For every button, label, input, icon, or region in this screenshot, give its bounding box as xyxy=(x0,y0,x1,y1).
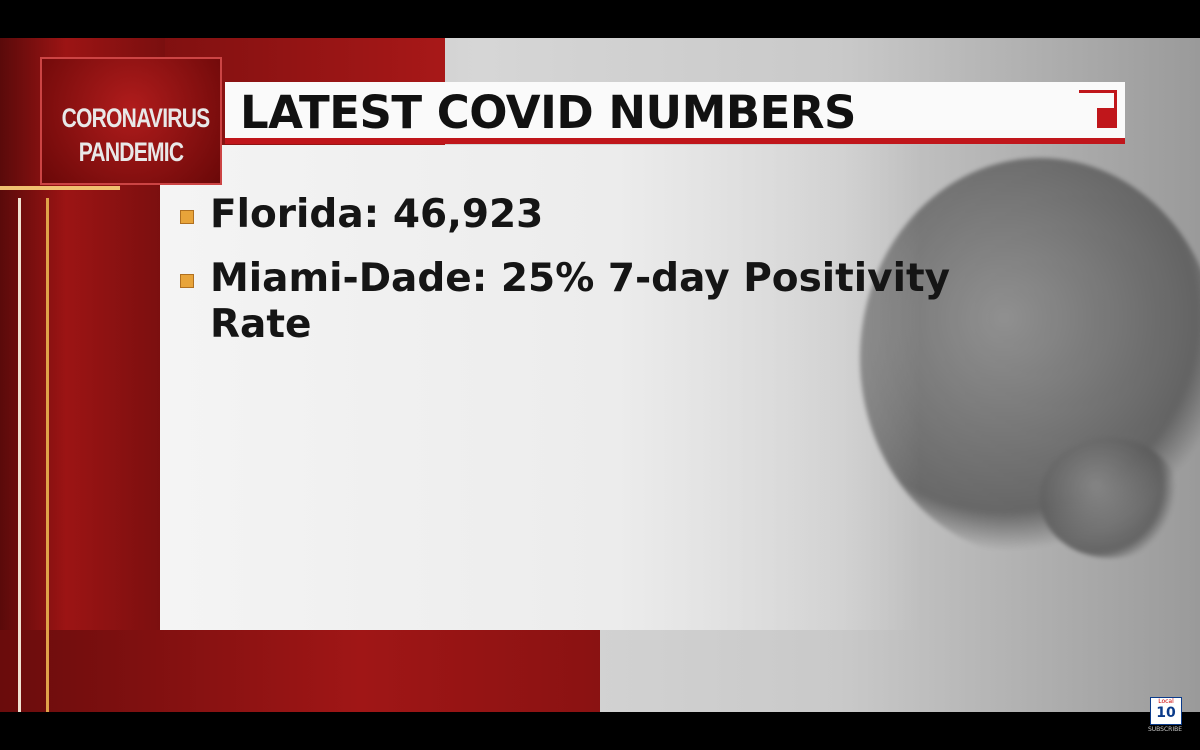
broadcast-graphic: CORONAVIRUS PANDEMIC LATEST COVID NUMBER… xyxy=(0,38,1200,712)
corner-decoration xyxy=(1097,108,1117,128)
logo-number: 10 xyxy=(1156,705,1176,721)
title: LATEST COVID NUMBERS xyxy=(240,86,856,139)
stripe xyxy=(46,198,49,712)
pandemic-badge: CORONAVIRUS PANDEMIC xyxy=(40,57,222,185)
badge-text: PANDEMIC xyxy=(78,137,184,167)
bullet-text: Miami-Dade: 25% 7-day Positivity Rate xyxy=(210,256,951,347)
red-band xyxy=(0,630,600,712)
content-panel xyxy=(160,145,920,630)
channel-logo[interactable]: Local 10 xyxy=(1150,697,1182,725)
bullet-text: Florida: 46,923 xyxy=(210,192,544,237)
virus-graphic xyxy=(1040,438,1180,558)
bullet-marker xyxy=(180,210,194,224)
logo-brand: Local xyxy=(1158,698,1174,705)
stripe xyxy=(18,198,21,712)
badge-text: CORONAVIRUS xyxy=(61,103,211,133)
stripe xyxy=(0,186,120,190)
title-bar: LATEST COVID NUMBERS xyxy=(225,82,1125,144)
bullet-marker xyxy=(180,274,194,288)
subscribe-label[interactable]: SUBSCRIBE xyxy=(1147,726,1183,733)
